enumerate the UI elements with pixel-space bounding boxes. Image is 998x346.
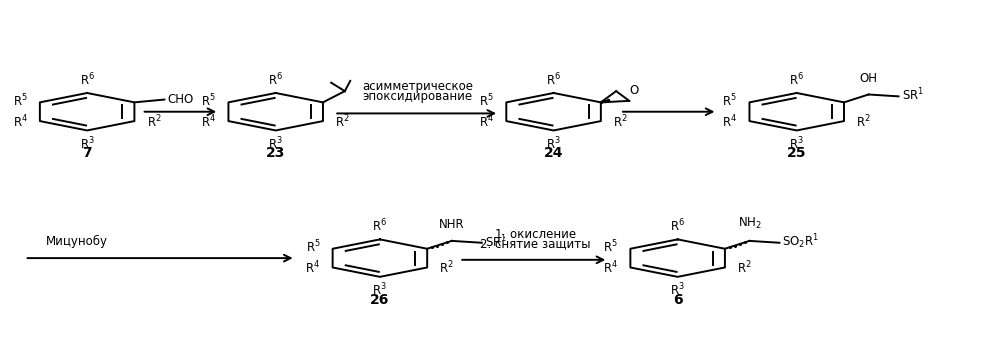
Text: 24: 24 xyxy=(544,146,563,160)
Text: R$^5$: R$^5$ xyxy=(604,239,618,255)
Text: R$^6$: R$^6$ xyxy=(670,218,686,234)
Text: SR$^1$: SR$^1$ xyxy=(485,234,507,250)
Text: R$^6$: R$^6$ xyxy=(546,71,561,88)
Text: R$^5$: R$^5$ xyxy=(305,239,320,255)
Text: O: O xyxy=(630,84,639,97)
Text: R$^5$: R$^5$ xyxy=(13,92,28,109)
Text: 25: 25 xyxy=(787,146,806,160)
Text: R$^5$: R$^5$ xyxy=(723,92,738,109)
Text: 23: 23 xyxy=(266,146,285,160)
Text: R$^5$: R$^5$ xyxy=(479,92,494,109)
Text: 2. снятие защиты: 2. снятие защиты xyxy=(480,237,591,250)
Text: R$^2$: R$^2$ xyxy=(738,260,751,276)
Text: R$^2$: R$^2$ xyxy=(613,113,628,130)
Text: 7: 7 xyxy=(82,146,92,160)
Text: OH: OH xyxy=(859,72,877,85)
Text: R$^4$: R$^4$ xyxy=(723,113,738,130)
Text: R$^4$: R$^4$ xyxy=(479,113,494,130)
Text: 26: 26 xyxy=(370,293,389,307)
Text: R$^3$: R$^3$ xyxy=(546,136,561,152)
Text: R$^2$: R$^2$ xyxy=(439,260,454,276)
Text: R$^3$: R$^3$ xyxy=(268,136,283,152)
Text: R$^4$: R$^4$ xyxy=(201,113,217,130)
Text: R$^2$: R$^2$ xyxy=(147,113,162,130)
Text: R$^6$: R$^6$ xyxy=(372,218,387,234)
Text: R$^3$: R$^3$ xyxy=(80,136,95,152)
Text: R$^5$: R$^5$ xyxy=(202,92,217,109)
Text: CHO: CHO xyxy=(168,93,194,106)
Text: SR$^1$: SR$^1$ xyxy=(901,87,924,104)
Text: R$^4$: R$^4$ xyxy=(305,260,320,276)
Text: 6: 6 xyxy=(673,293,683,307)
Text: NH$_2$: NH$_2$ xyxy=(738,216,761,231)
Text: R$^3$: R$^3$ xyxy=(789,136,804,152)
Text: 1. окисление: 1. окисление xyxy=(495,228,576,241)
Text: асимметрическое: асимметрическое xyxy=(362,80,473,93)
Text: R$^6$: R$^6$ xyxy=(789,71,804,88)
Text: R$^2$: R$^2$ xyxy=(856,113,871,130)
Text: R$^3$: R$^3$ xyxy=(372,282,387,299)
Text: R$^2$: R$^2$ xyxy=(335,113,350,130)
Text: R$^6$: R$^6$ xyxy=(268,71,283,88)
Text: SO$_2$R$^1$: SO$_2$R$^1$ xyxy=(782,233,819,251)
Text: R$^6$: R$^6$ xyxy=(80,71,95,88)
Text: эпоксидирование: эпоксидирование xyxy=(362,90,473,103)
Text: R$^4$: R$^4$ xyxy=(603,260,618,276)
Text: R$^4$: R$^4$ xyxy=(13,113,28,130)
Text: R$^3$: R$^3$ xyxy=(671,282,685,299)
Text: NHR: NHR xyxy=(439,218,464,231)
Text: Мицунобу: Мицунобу xyxy=(46,235,108,248)
